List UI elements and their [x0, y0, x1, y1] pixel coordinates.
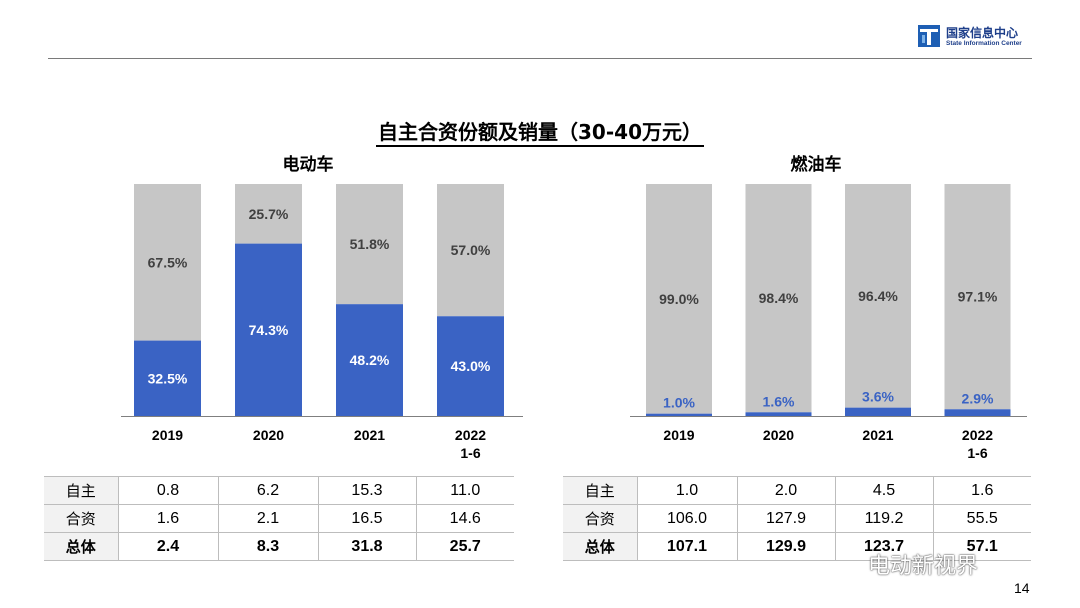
- row-label: 自主: [563, 476, 637, 505]
- category-label: 2020: [253, 427, 284, 443]
- table-cell: 57.1: [932, 532, 1031, 561]
- category-label: 1-6: [967, 445, 987, 461]
- table-cell: 127.9: [736, 504, 835, 533]
- table-row: 合资 1.6 2.1 16.5 14.6: [44, 504, 514, 533]
- data-label-joint-venture: 98.4%: [759, 290, 799, 306]
- table-cell: 0.8: [117, 476, 218, 505]
- logo-english-text: State Information Center: [946, 40, 1022, 47]
- table-cell: 15.3: [317, 476, 416, 505]
- table-cell: 119.2: [834, 504, 933, 533]
- table-cell: 2.4: [117, 532, 218, 561]
- table-cell: 25.7: [415, 532, 514, 561]
- ev-sales-table: 自主 0.8 6.2 15.3 11.0 合资 1.6 2.1 16.5 14.6 总体 2.4 8.3…: [44, 476, 514, 561]
- table-cell: 6.2: [217, 476, 318, 505]
- state-information-center-logo: 国家信息中心 State Information Center: [918, 24, 1036, 50]
- category-label: 2020: [763, 427, 794, 443]
- data-label-domestic: 74.3%: [249, 322, 289, 338]
- bar-joint-venture: [437, 184, 504, 317]
- slide-title-text: 自主合资份额及销量（30-40万元）: [376, 120, 704, 147]
- row-label: 合资: [563, 504, 637, 533]
- bar-domestic: [235, 243, 302, 416]
- page-number: 14: [1014, 580, 1030, 596]
- table-cell: 123.7: [834, 532, 933, 561]
- data-label-domestic: 48.2%: [350, 352, 390, 368]
- table-cell: 1.0: [636, 476, 737, 505]
- ice-chart-title: 燃油车: [790, 155, 842, 175]
- bar-joint-venture: [336, 184, 403, 305]
- data-label-domestic: 43.0%: [451, 358, 491, 374]
- table-row: 总体 2.4 8.3 31.8 25.7: [44, 532, 514, 561]
- bar-joint-venture: [646, 184, 712, 414]
- table-cell: 55.5: [932, 504, 1031, 533]
- category-label: 2019: [152, 427, 183, 443]
- table-cell: 14.6: [415, 504, 514, 533]
- bar-joint-venture: [235, 184, 302, 244]
- logo-mark-icon: [918, 25, 940, 47]
- data-label-joint-venture: 25.7%: [249, 206, 289, 222]
- table-row: 自主 1.0 2.0 4.5 1.6: [563, 476, 1031, 505]
- bar-joint-venture: [845, 184, 911, 408]
- table-row: 总体 107.1 129.9 123.7 57.1: [563, 532, 1031, 561]
- data-label-domestic: 32.5%: [148, 370, 188, 386]
- ev-chart-title: 电动车: [282, 155, 334, 175]
- data-label-domestic: 2.9%: [962, 390, 994, 406]
- bar-domestic: [646, 413, 712, 416]
- table-cell: 106.0: [636, 504, 737, 533]
- data-label-joint-venture: 57.0%: [451, 242, 491, 258]
- category-label: 2021: [354, 427, 385, 443]
- category-label: 2022: [962, 427, 993, 443]
- table-cell: 107.1: [636, 532, 737, 561]
- category-label: 2019: [663, 427, 694, 443]
- row-label: 自主: [44, 476, 118, 505]
- watermark: 电动新视界: [868, 554, 979, 579]
- data-label-domestic: 1.0%: [663, 395, 695, 411]
- table-cell: 1.6: [117, 504, 218, 533]
- header-divider: [48, 58, 1032, 59]
- bar-domestic: [745, 412, 812, 416]
- bar-joint-venture: [134, 184, 201, 341]
- bar-domestic: [944, 409, 1011, 416]
- row-label: 总体: [563, 532, 637, 561]
- data-label-joint-venture: 99.0%: [659, 291, 699, 307]
- bar-domestic: [845, 407, 911, 416]
- table-cell: 16.5: [317, 504, 416, 533]
- table-cell: 2.0: [736, 476, 835, 505]
- table-cell: 11.0: [415, 476, 514, 505]
- bar-joint-venture: [745, 184, 812, 413]
- data-label-joint-venture: 51.8%: [350, 236, 390, 252]
- table-cell: 1.6: [932, 476, 1031, 505]
- table-cell: 31.8: [317, 532, 416, 561]
- bar-domestic: [134, 340, 201, 416]
- table-cell: 4.5: [834, 476, 933, 505]
- table-row: 自主 0.8 6.2 15.3 11.0: [44, 476, 514, 505]
- table-cell: 8.3: [217, 532, 318, 561]
- data-label-domestic: 3.6%: [862, 389, 894, 405]
- category-label: 2021: [862, 427, 893, 443]
- data-label-joint-venture: 67.5%: [148, 254, 188, 270]
- ice-sales-table: 自主 1.0 2.0 4.5 1.6 合资 106.0 127.9 119.2 55.5 总体 107…: [563, 476, 1031, 561]
- table-row: 合资 106.0 127.9 119.2 55.5: [563, 504, 1031, 533]
- category-label: 1-6: [460, 445, 480, 461]
- table-cell: 2.1: [217, 504, 318, 533]
- bar-domestic: [336, 304, 403, 416]
- data-label-domestic: 1.6%: [763, 393, 795, 409]
- category-label: 2022: [455, 427, 486, 443]
- row-label: 合资: [44, 504, 118, 533]
- data-label-joint-venture: 96.4%: [858, 288, 898, 304]
- slide-title: 自主合资份额及销量（30-40万元）: [0, 116, 1080, 147]
- data-label-joint-venture: 97.1%: [958, 289, 998, 305]
- bar-joint-venture: [944, 184, 1011, 410]
- row-label: 总体: [44, 532, 118, 561]
- logo-chinese-text: 国家信息中心: [946, 26, 1019, 40]
- bar-domestic: [437, 316, 504, 416]
- table-cell: 129.9: [736, 532, 835, 561]
